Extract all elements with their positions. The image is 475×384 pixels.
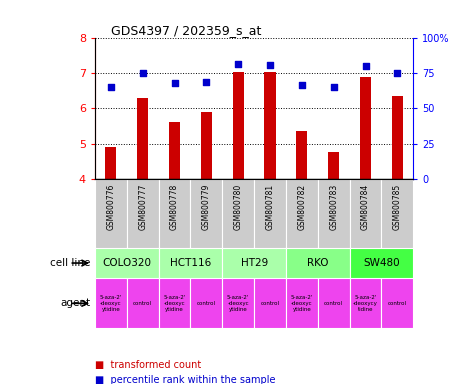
Bar [159,248,222,278]
Bar [318,278,350,328]
Text: control: control [260,301,279,306]
Bar [286,179,318,248]
Text: GSM800784: GSM800784 [361,184,370,230]
Bar [137,98,148,179]
Text: agent: agent [60,298,90,308]
Text: 5-aza-2'
-deoxyc
ytidine: 5-aza-2' -deoxyc ytidine [291,295,313,312]
Text: GSM800778: GSM800778 [170,184,179,230]
Point [139,70,147,76]
Bar [296,131,307,179]
Text: GSM800780: GSM800780 [234,184,243,230]
Bar [381,278,413,328]
Text: 5-aza-2'
-deoxyc
ytidine: 5-aza-2' -deoxyc ytidine [227,295,249,312]
Text: SW480: SW480 [363,258,400,268]
Bar [127,278,159,328]
Bar [350,179,381,248]
Bar [286,278,318,328]
Text: GSM800783: GSM800783 [329,184,338,230]
Bar [265,72,276,179]
Text: GSM800779: GSM800779 [202,184,211,230]
Bar [254,179,286,248]
Bar [318,179,350,248]
Text: GSM800785: GSM800785 [393,184,402,230]
Text: cell line: cell line [50,258,90,268]
Bar [350,278,381,328]
Point [203,79,210,85]
Text: control: control [133,301,152,306]
Bar [159,278,190,328]
Text: control: control [197,301,216,306]
Bar [392,96,403,179]
Bar [350,248,413,278]
Text: ■  transformed count: ■ transformed count [95,360,201,370]
Bar [201,112,212,179]
Bar [222,248,286,278]
Bar [286,248,350,278]
Bar [159,179,190,248]
Text: control: control [388,301,407,306]
Bar [360,77,371,179]
Text: HT29: HT29 [240,258,268,268]
Text: COLO320: COLO320 [102,258,152,268]
Bar [254,278,286,328]
Point [362,63,370,70]
Text: control: control [324,301,343,306]
Point [330,84,337,91]
Text: 5-aza-2'
-deoxyc
ytidine: 5-aza-2' -deoxyc ytidine [100,295,122,312]
Point [394,70,401,76]
Text: GDS4397 / 202359_s_at: GDS4397 / 202359_s_at [111,24,261,37]
Bar [381,179,413,248]
Point [266,62,274,68]
Bar [222,278,254,328]
Text: 5-aza-2'
-deoxyc
ytidine: 5-aza-2' -deoxyc ytidine [163,295,186,312]
Text: 5-aza-2'
-deoxycy
tidine: 5-aza-2' -deoxycy tidine [353,295,378,312]
Bar [95,248,159,278]
Point [107,84,115,91]
Text: HCT116: HCT116 [170,258,211,268]
Bar [95,179,127,248]
Bar [328,152,339,179]
Point [171,80,179,86]
Text: GSM800776: GSM800776 [106,184,115,230]
Text: GSM800777: GSM800777 [138,184,147,230]
Bar [222,179,254,248]
Bar [169,122,180,179]
Bar [190,179,222,248]
Bar [127,179,159,248]
Bar [95,278,127,328]
Bar [105,147,116,179]
Point [235,61,242,67]
Bar [190,278,222,328]
Bar [233,72,244,179]
Text: GSM800782: GSM800782 [297,184,306,230]
Text: RKO: RKO [307,258,329,268]
Point [298,81,306,88]
Text: ■  percentile rank within the sample: ■ percentile rank within the sample [95,375,276,384]
Text: GSM800781: GSM800781 [266,184,275,230]
